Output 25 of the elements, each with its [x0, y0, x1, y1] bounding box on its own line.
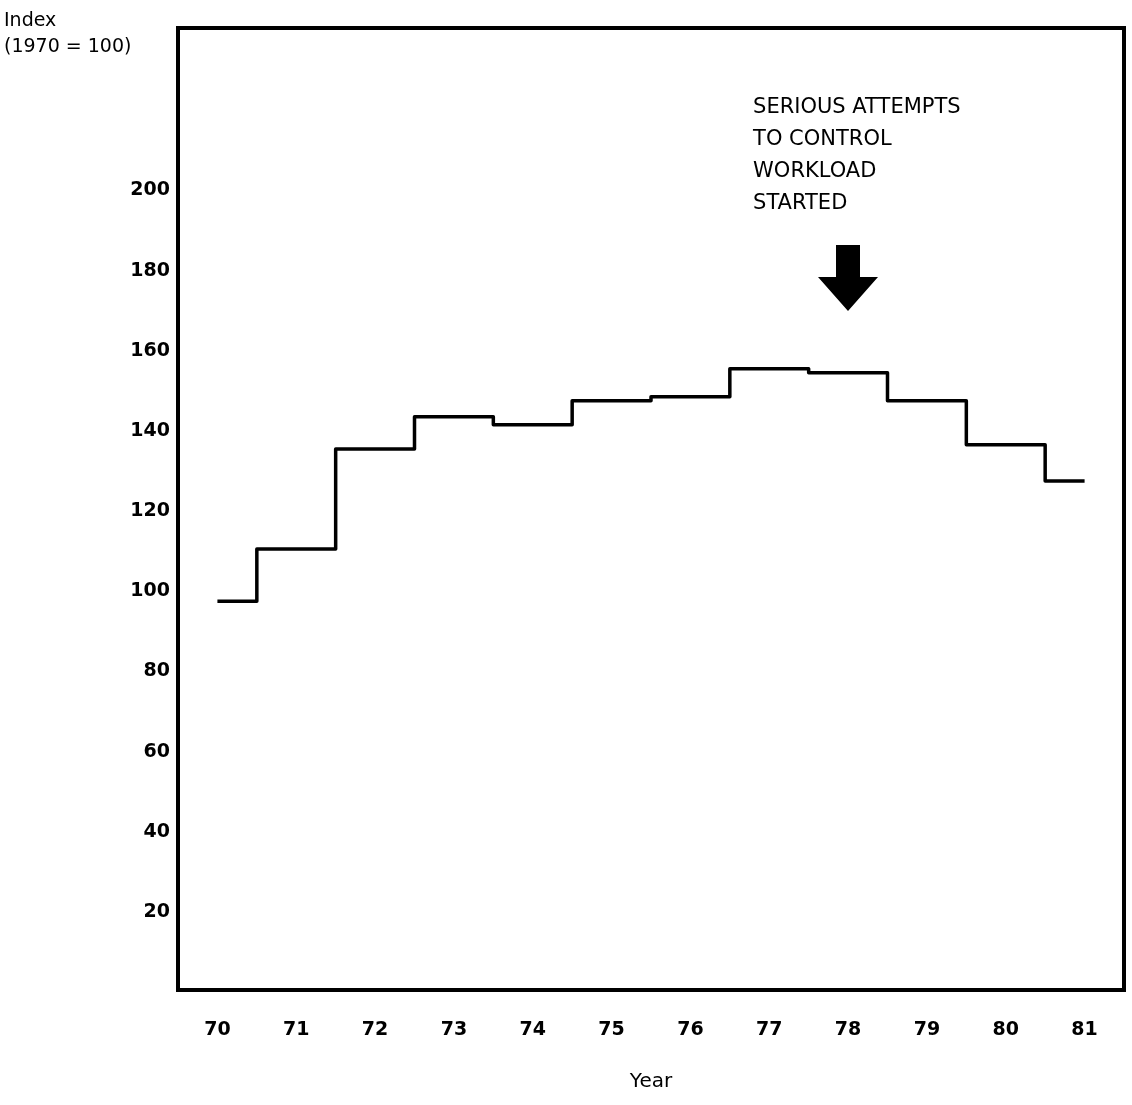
- x-tick-label: 77: [756, 1016, 783, 1039]
- y-tick-label: 100: [130, 578, 170, 601]
- y-axis-title: Index (1970 = 100): [4, 8, 132, 56]
- x-tick-label: 75: [598, 1016, 625, 1039]
- x-axis-title: Year: [628, 1068, 673, 1092]
- y-tick-label: 20: [143, 898, 170, 921]
- x-tick-label: 70: [204, 1016, 231, 1039]
- x-tick-label: 71: [283, 1016, 310, 1039]
- y-tick-label: 200: [130, 177, 170, 200]
- x-tick-label: 79: [913, 1016, 941, 1039]
- x-tick-label: 73: [440, 1016, 468, 1039]
- y-tick-label: 180: [130, 257, 170, 280]
- y-tick-label: 40: [143, 818, 170, 841]
- x-tick-label: 72: [361, 1016, 389, 1039]
- x-tick-label: 76: [677, 1016, 704, 1039]
- y-tick-label: 140: [130, 417, 170, 440]
- y-tick-label: 80: [143, 658, 170, 681]
- x-tick-label: 81: [1071, 1016, 1098, 1039]
- y-tick-label: 120: [130, 498, 170, 520]
- x-tick-label: 80: [992, 1016, 1019, 1039]
- x-tick-label: 78: [834, 1016, 862, 1039]
- x-tick-label: 74: [519, 1016, 546, 1039]
- annotation: SERIOUS ATTEMPTS TO CONTROL WORKLOAD STARTED: [752, 94, 961, 214]
- y-tick-label: 160: [130, 337, 170, 360]
- y-tick-label: 60: [143, 738, 170, 761]
